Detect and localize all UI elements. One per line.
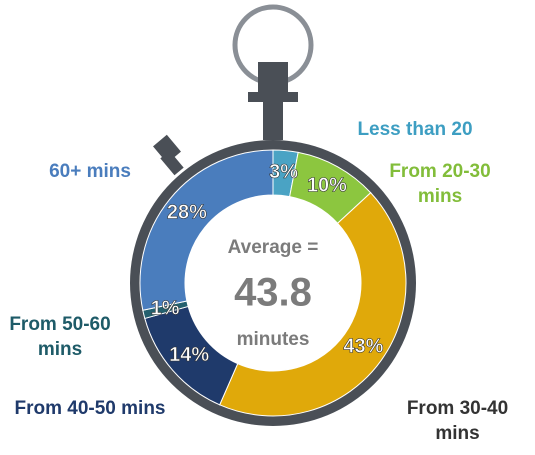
- category-label: Less than 20: [330, 118, 500, 143]
- category-label: From 30-40 mins: [385, 397, 530, 446]
- center-text: Average =: [228, 237, 319, 258]
- page: Average = 43.8 minutes 3%10%43%14%1%28% …: [0, 0, 535, 455]
- category-label: From 20-30 mins: [370, 160, 510, 209]
- watch-stem: [263, 100, 283, 140]
- value-label: 1%: [151, 297, 180, 319]
- category-label: 60+ mins: [20, 160, 160, 185]
- category-label: From 50-60 mins: [5, 313, 115, 362]
- value-label: 28%: [167, 201, 207, 223]
- value-label: 14%: [169, 344, 209, 366]
- chart: Average = 43.8 minutes 3% 10% 43% 14% 1% 28%: [0, 0, 535, 455]
- center-text: minutes: [237, 329, 310, 350]
- value-label: 43%: [343, 336, 383, 358]
- value-label: 3%: [269, 161, 298, 183]
- category-label: From 40-50 mins: [10, 397, 170, 422]
- watch-crown: [258, 62, 288, 94]
- value-label: 10%: [307, 174, 347, 196]
- center-value: 43.8: [234, 271, 312, 315]
